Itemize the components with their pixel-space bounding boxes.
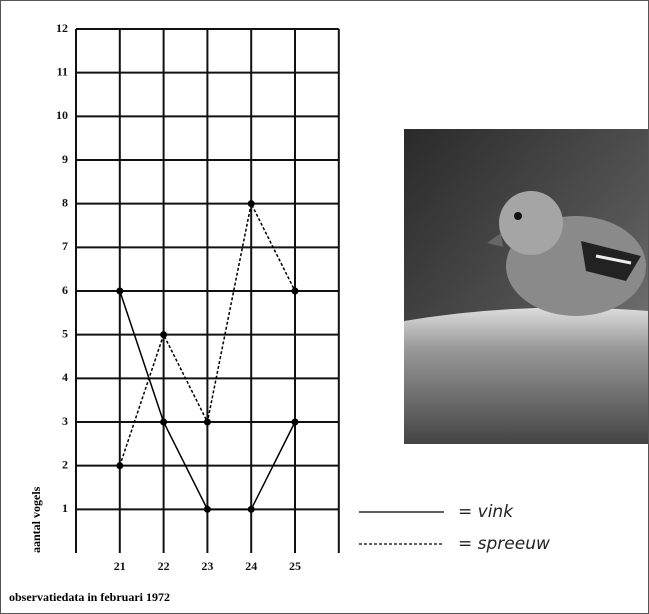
y-tick-label: 9: [62, 152, 68, 166]
point: [116, 288, 123, 295]
legend-label: = vink: [458, 502, 514, 522]
point: [248, 200, 255, 207]
point: [204, 419, 211, 426]
page: aantal vogels observatiedata in februari…: [0, 0, 649, 614]
point: [116, 462, 123, 469]
x-tick-label: 25: [289, 559, 301, 573]
y-tick-label: 11: [57, 64, 68, 78]
y-tick-label: 6: [62, 283, 68, 297]
x-tick-label: 24: [245, 559, 257, 573]
point: [292, 419, 299, 426]
y-tick-label: 3: [62, 414, 68, 428]
point: [160, 419, 167, 426]
y-tick-label: 12: [56, 21, 68, 35]
y-tick-label: 8: [62, 195, 68, 209]
point: [160, 331, 167, 338]
y-tick-label: 5: [62, 326, 68, 340]
y-tick-label: 10: [56, 108, 68, 122]
y-axis-label: aantal vogels: [29, 486, 43, 553]
point: [292, 288, 299, 295]
point: [248, 506, 255, 513]
x-tick-label: 22: [158, 559, 170, 573]
x-tick-label: 21: [114, 559, 126, 573]
y-tick-label: 7: [62, 239, 68, 253]
y-tick-label: 2: [62, 457, 68, 471]
point: [204, 506, 211, 513]
y-tick-label: 4: [62, 370, 68, 384]
legend-label: = spreeuw: [458, 534, 550, 554]
y-tick-label: 1: [62, 501, 68, 515]
chart: aantal vogels observatiedata in februari…: [1, 1, 648, 613]
x-tick-label: 23: [201, 559, 213, 573]
bird-photo: [404, 129, 648, 444]
x-axis-label: observatiedata in februari 1972: [9, 590, 170, 604]
